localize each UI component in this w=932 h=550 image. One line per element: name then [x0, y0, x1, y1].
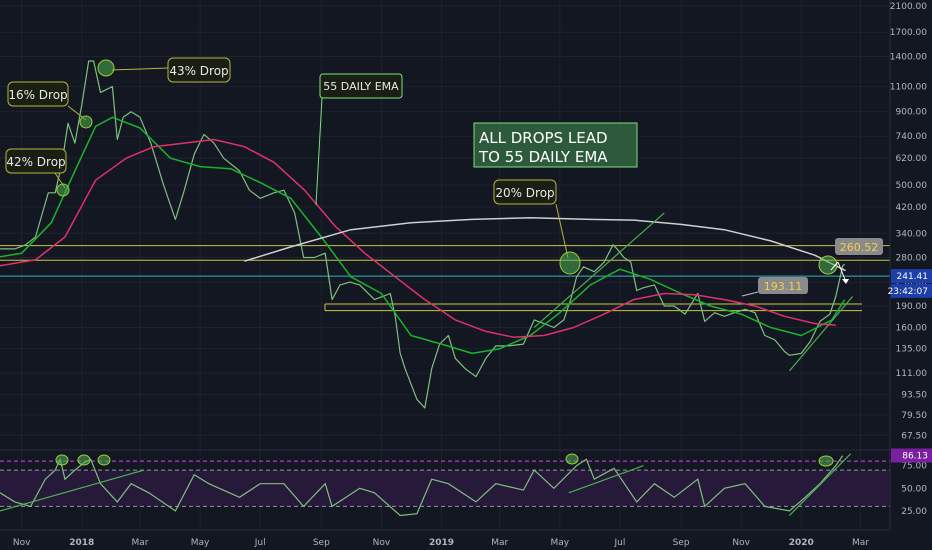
rsi-current-label: 86.13 — [902, 452, 928, 462]
price-axis[interactable]: 2100.00 1700.00 1400.00 1100.00 900.00 740.00… — [888, 2, 932, 441]
annotation-16-drop-marker — [79, 115, 93, 129]
time-axis-label: Sep — [673, 538, 690, 548]
ema-55-line — [0, 116, 846, 355]
headline-line-1: ALL DROPS LEAD — [479, 129, 608, 147]
headline-line-2: TO 55 DAILY EMA — [478, 148, 608, 166]
time-axis-label: 2019 — [429, 538, 454, 548]
annotation-20-drop-marker — [559, 251, 581, 275]
series — [0, 60, 846, 409]
rsi-peak-marker — [818, 455, 834, 467]
annotation-55-ema-box — [319, 73, 403, 99]
ma-red-line — [0, 138, 836, 338]
annotation-42-drop-marker — [56, 183, 70, 197]
price-axis-label: 79.50 — [901, 411, 927, 421]
price-label-box — [891, 283, 932, 298]
price-axis-label: 2100.00 — [890, 2, 927, 12]
rsi-current-box — [891, 448, 932, 463]
annotation-43-drop-marker — [97, 59, 115, 77]
price-axis-label: 900.00 — [896, 108, 928, 118]
time-axis-label: Sep — [313, 538, 330, 548]
headline-box — [473, 122, 638, 168]
price-axis-label: 500.00 — [896, 181, 928, 191]
annotation-16-drop-label: 16% Drop — [8, 88, 67, 102]
time-axis-label: Mar — [852, 538, 869, 548]
price-label-text: 241.41 — [897, 272, 929, 282]
price-axis-label: 340.00 — [896, 229, 928, 239]
price-axis-label: 135.00 — [896, 345, 928, 355]
price-axis-label: 1100.00 — [890, 83, 927, 93]
price-axis-label: 1700.00 — [890, 28, 927, 38]
annotation-43-drop-box — [167, 57, 231, 83]
price-axis-label: 1400.00 — [890, 52, 927, 62]
time-axis-label: Jul — [614, 538, 626, 548]
annotation-20-drop-label: 20% Drop — [495, 186, 554, 200]
rsi-trendline — [789, 453, 852, 516]
time-axis-label: Mar — [491, 538, 508, 548]
price-label-box — [891, 269, 932, 284]
annotation-43-drop-pointer — [111, 67, 169, 71]
price-axis-label: 190.00 — [896, 302, 928, 312]
time-axis-label: Mar — [131, 538, 148, 548]
price-axis-label: 740.00 — [896, 132, 928, 142]
horizontal-levels — [0, 245, 890, 312]
annotation-42-drop-box — [5, 148, 67, 174]
projection-arrow-down — [837, 261, 847, 283]
rsi-trendline — [0, 469, 145, 512]
price-axis-label: 280.00 — [896, 254, 928, 264]
price-axis-label: 93.50 — [901, 391, 927, 401]
rsi-peak-marker — [97, 454, 111, 466]
price-axis-label: 230.00 — [896, 278, 928, 288]
annotation-16-drop-box — [7, 81, 69, 107]
price-axis-label: 420.00 — [896, 203, 928, 213]
annotation-55-ema-pointer — [315, 97, 323, 206]
price-axis-label: 620.00 — [896, 154, 928, 164]
annotation-193-box — [758, 277, 808, 294]
rsi-peak-marker — [565, 453, 579, 465]
time-axis-label: May — [551, 538, 570, 548]
price-line — [0, 60, 846, 409]
rsi-band — [0, 470, 890, 507]
rsi-peak-marker — [77, 454, 91, 466]
annotation-42-drop-label: 42% Drop — [6, 155, 65, 169]
annotation-260-box — [835, 238, 883, 255]
time-axis-label: May — [191, 538, 210, 548]
ma-white-line — [244, 217, 846, 272]
price-axis-label: 160.00 — [896, 323, 928, 333]
annotation-43-drop-label: 43% Drop — [169, 64, 228, 78]
annotation-20-drop-pointer — [555, 203, 569, 259]
time-axis[interactable]: Nov 2018 Mar May Jul Sep Nov 2019 Mar May Jul Sep No… — [0, 529, 890, 548]
price-axis-label: 111.00 — [896, 369, 928, 379]
rsi-axis-label: 75.00 — [901, 462, 927, 472]
time-axis-label: Nov — [13, 538, 31, 548]
price-label-text: 23:42:07 — [888, 287, 928, 297]
projection-arrow-up — [830, 261, 839, 271]
annotation-260-label: 260.52 — [840, 241, 879, 254]
current-top-marker — [818, 255, 838, 275]
projection-arrowhead — [842, 279, 849, 284]
time-axis-label: Jul — [254, 538, 266, 548]
time-axis-label: 2020 — [789, 538, 814, 548]
price-axis-label: 67.50 — [901, 431, 927, 441]
annotation-20-drop-box — [493, 179, 557, 205]
rsi-peak-markers — [55, 453, 834, 467]
rsi-peak-marker — [55, 454, 69, 466]
annotation-55-ema-label: 55 DAILY EMA — [323, 80, 399, 93]
rsi-axis-label: 50.00 — [901, 484, 927, 494]
annotation-193-pointer — [741, 291, 759, 297]
price-trendline — [533, 212, 665, 328]
rsi-trendline — [568, 465, 644, 494]
trendlines — [0, 212, 854, 516]
rsi-axis[interactable]: 75.00 50.00 25.00 86.13 — [891, 448, 932, 517]
time-axis-label: Nov — [373, 538, 391, 548]
annotation-193-label: 193.11 — [764, 280, 803, 293]
time-axis-label: Nov — [732, 538, 750, 548]
time-axis-label: 2018 — [69, 538, 94, 548]
rsi-axis-label: 25.00 — [901, 507, 927, 517]
price-trendline — [789, 296, 854, 372]
